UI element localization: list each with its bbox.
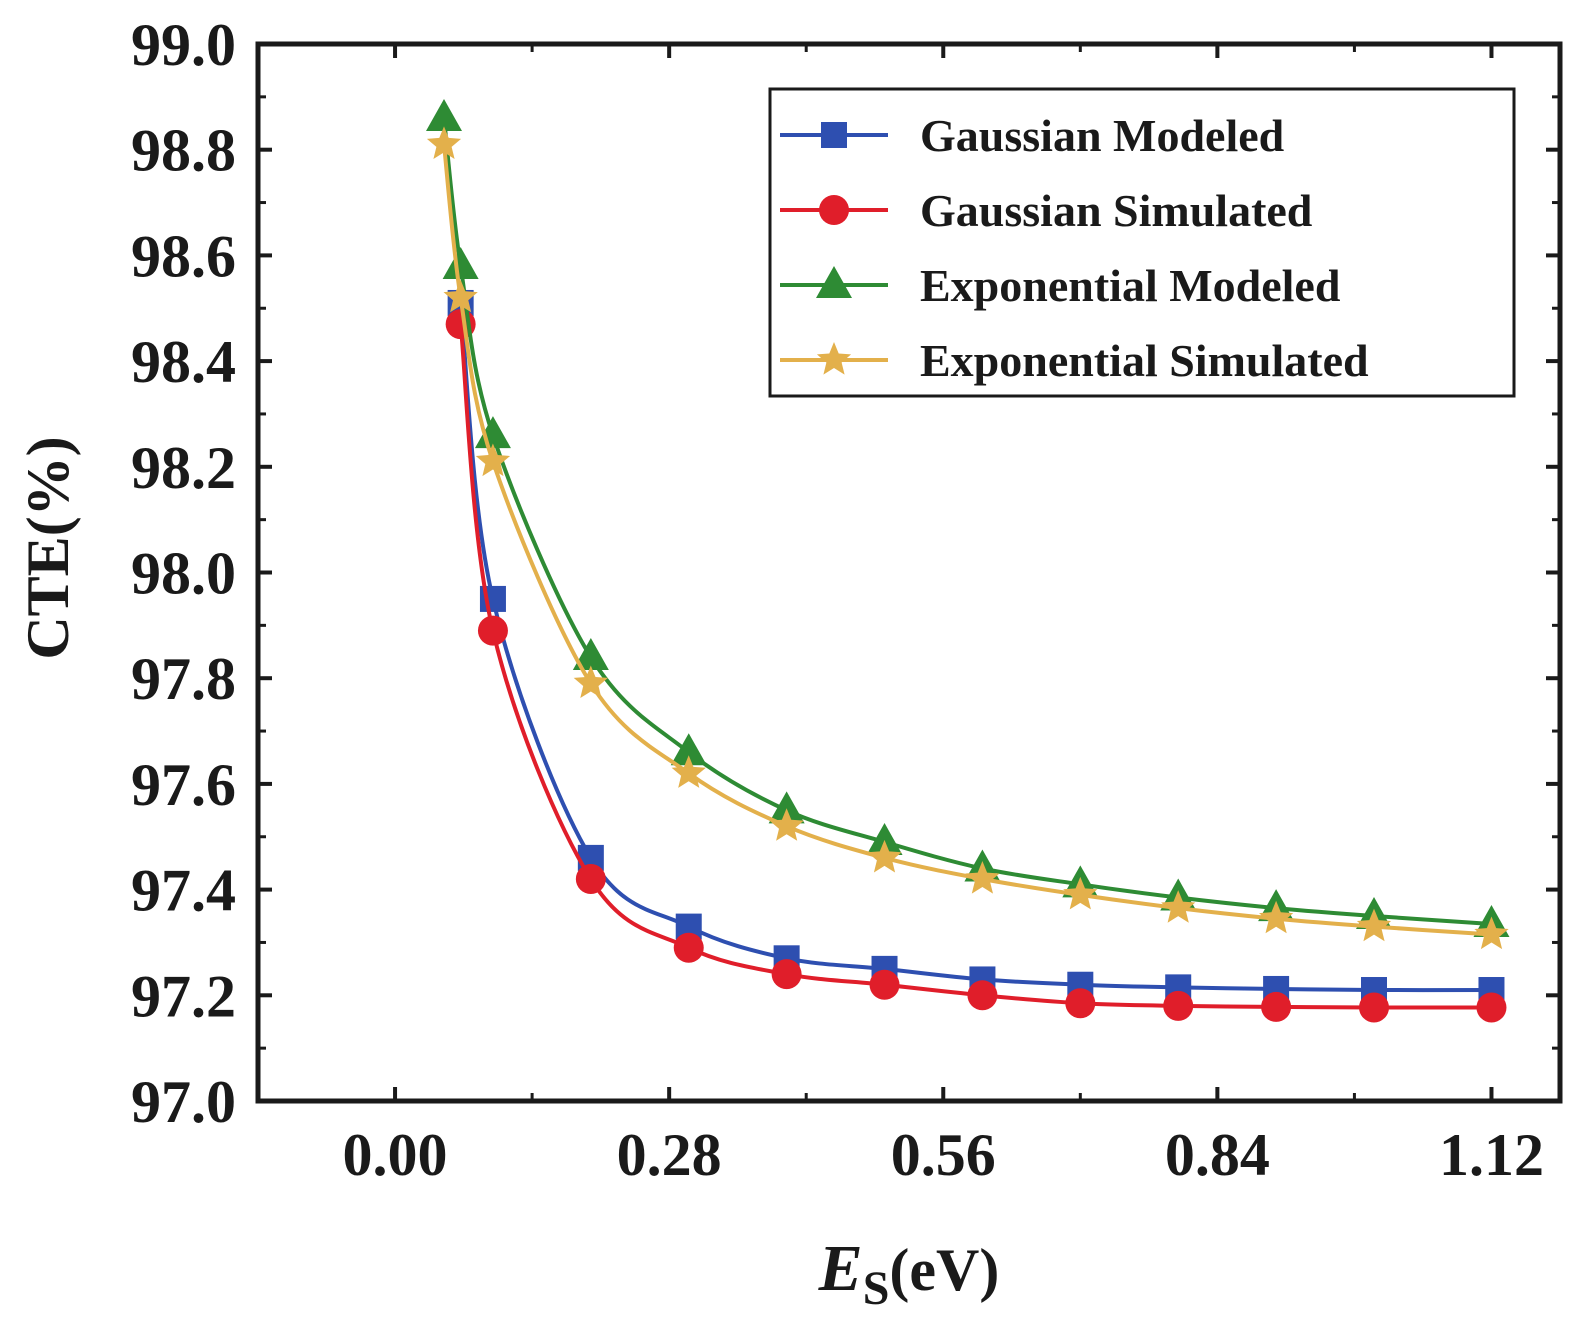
data-point [1161,890,1196,923]
series-exponential-simulated [426,126,1509,950]
y-tick-label: 98.0 [131,541,236,607]
y-tick-label: 97.2 [131,963,236,1029]
legend-marker [816,342,852,375]
y-tick-label: 97.8 [131,646,236,712]
data-point [443,279,478,313]
data-point [967,980,998,1011]
x-axis-title: ES(eV) [818,1232,1000,1315]
series-line [458,323,1492,1010]
data-point [426,98,462,131]
legend-label: Gaussian Simulated [920,185,1313,236]
data-point [1474,916,1509,950]
legend-entry: Gaussian Simulated [780,185,1313,236]
x-tick-labels: 0.00 0.28 0.56 0.84 1.12 [343,1122,1544,1188]
y-tick-label: 98.4 [131,329,236,395]
legend-label: Exponential Modeled [920,260,1341,311]
series-line [442,117,1492,926]
legend: Gaussian Modeled Gaussian Simulated Expone… [768,87,1516,398]
data-point [771,959,802,990]
data-point [442,246,479,279]
legend-label: Gaussian Modeled [920,110,1285,161]
data-point [426,126,462,159]
data-point [1356,908,1392,942]
data-point [475,443,511,477]
data-point [965,861,1000,894]
x-tick-label: 1.12 [1439,1122,1544,1188]
y-tick-label: 98.6 [131,223,236,289]
y-tick-label: 99.0 [131,12,236,78]
x-axis-title-main: E [818,1232,863,1305]
x-axis-title-sub: S [863,1262,890,1315]
y-axis-title: CTE(%) [15,436,81,659]
legend-marker [819,195,849,225]
data-point [768,791,805,824]
legend-marker [816,266,852,298]
legend-entry: Exponential Modeled [780,260,1341,311]
y-tick-label: 97.6 [131,752,236,818]
series-gaussian-simulated [445,309,1507,1023]
x-tick-label: 0.56 [891,1122,996,1188]
data-point [1259,900,1294,934]
y-tick-label: 98.2 [131,435,236,501]
data-point [573,665,608,698]
legend-entry: Exponential Simulated [780,335,1369,386]
legend-box [768,87,1516,398]
y-tick-label: 97.4 [131,858,236,924]
data-point [1065,988,1096,1019]
legend-marker [821,122,847,148]
data-point [1063,876,1098,910]
data-point [869,969,900,1000]
data-point [1476,992,1507,1023]
y-tick-label: 98.8 [131,118,236,184]
data-point [671,755,706,788]
data-point [1359,992,1389,1023]
series-layer [426,98,1510,1023]
data-point [867,839,902,873]
data-point [575,864,606,895]
x-tick-label: 0.28 [617,1122,722,1188]
y-tick-labels: 97.0 97.2 97.4 97.6 97.8 98.0 98.2 98.4 98.6 98.8… [131,12,236,1135]
y-tick-label: 97.0 [131,1069,236,1135]
data-point [477,615,508,646]
legend-entry: Gaussian Modeled [780,110,1285,161]
data-point [670,733,707,766]
x-axis-title-unit: (eV) [889,1237,999,1303]
x-tick-label: 0.00 [343,1122,448,1188]
data-point [866,823,903,856]
data-point [673,932,704,963]
data-point [572,638,609,671]
legend-label: Exponential Simulated [920,335,1369,386]
data-point [1261,991,1292,1022]
x-tick-label: 0.84 [1165,1122,1270,1188]
data-point [474,416,511,449]
data-point [1163,990,1194,1021]
axis-ticks [258,42,1560,1103]
data-point [769,808,804,841]
